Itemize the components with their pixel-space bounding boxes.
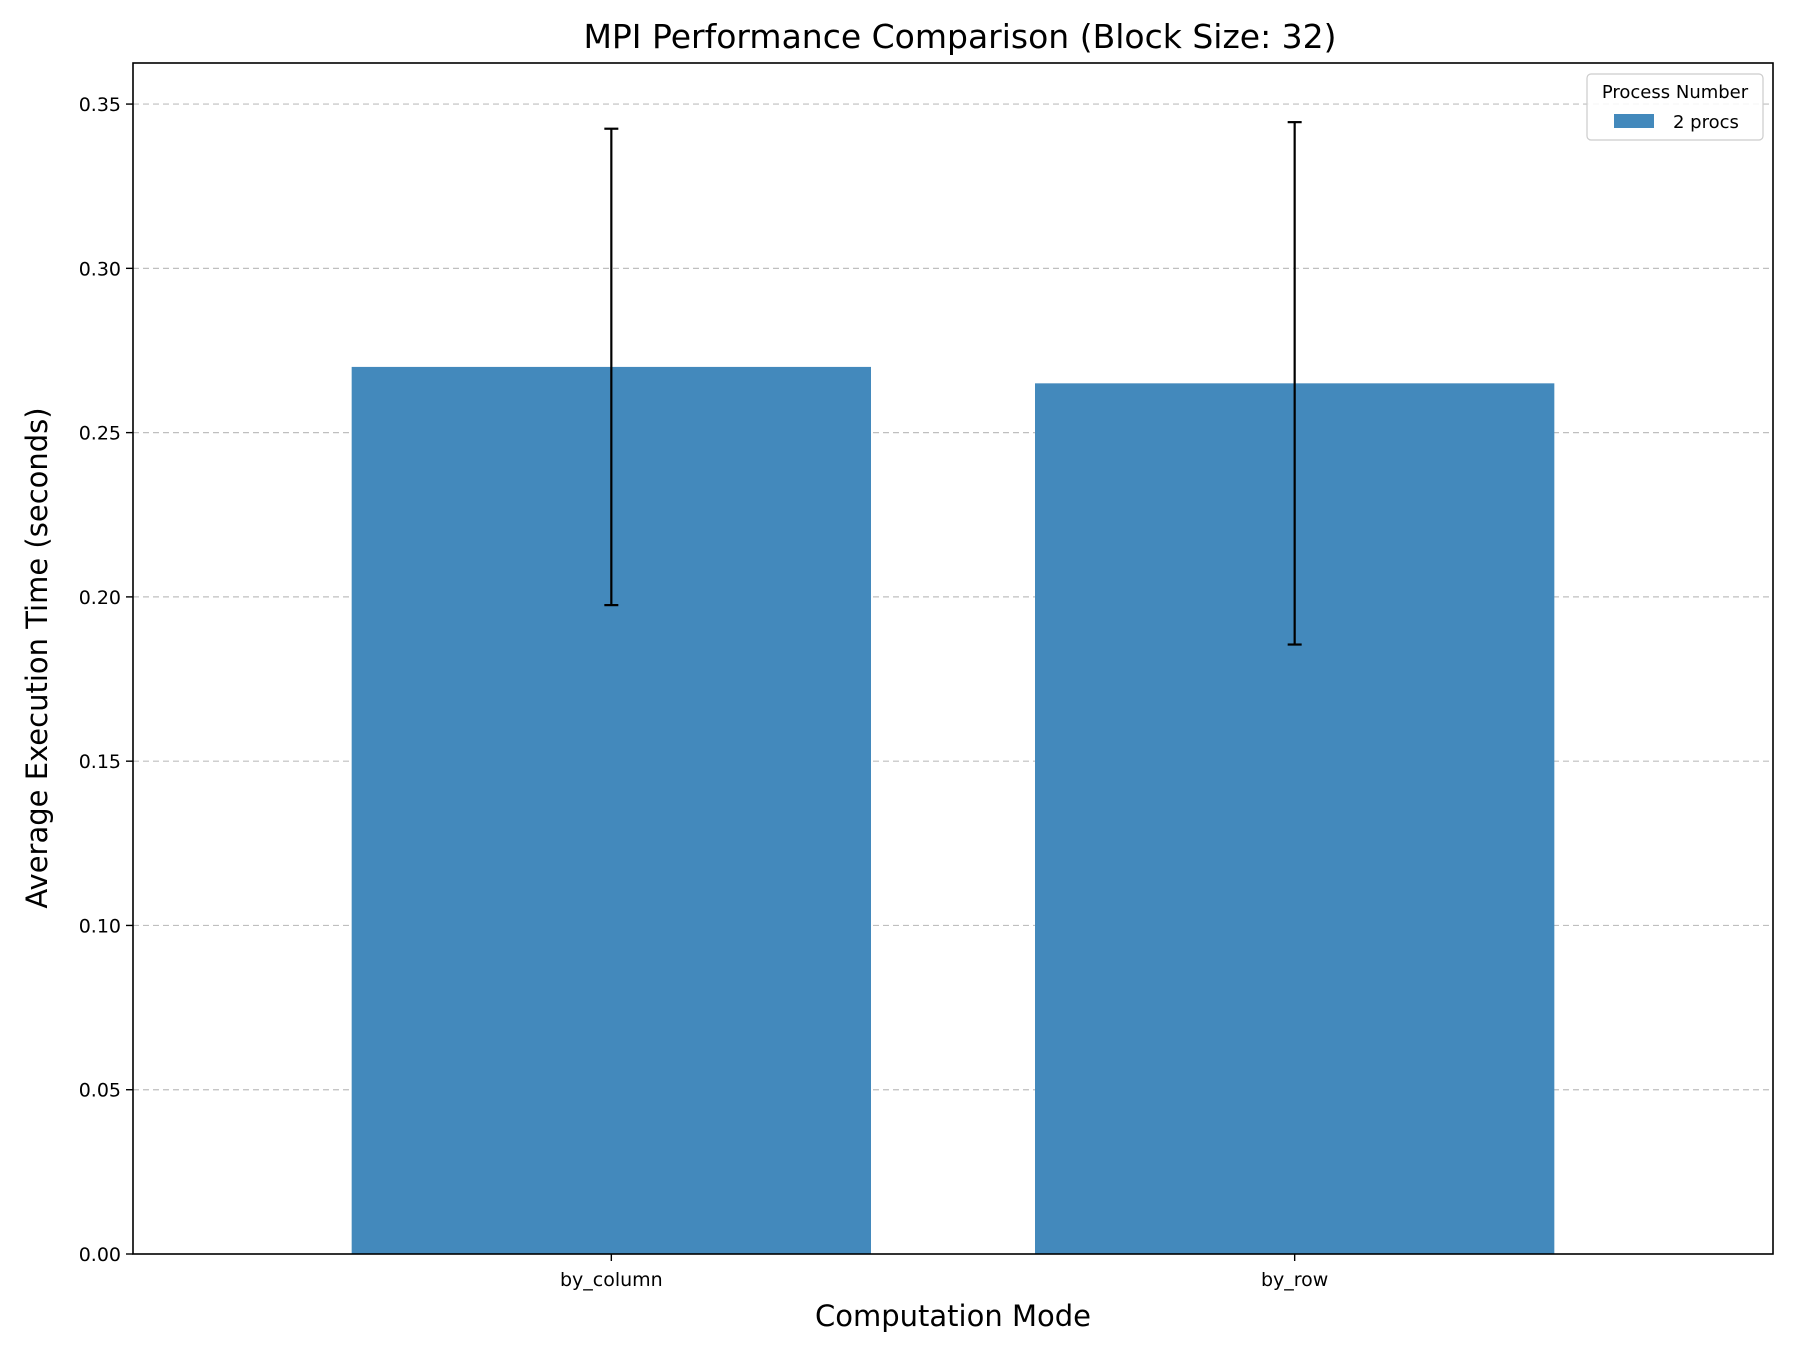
y-axis-label: Average Execution Time (seconds) [20, 407, 54, 908]
x-axis-ticks: by_column by_row [560, 1254, 1328, 1291]
legend-title: Process Number [1602, 82, 1749, 103]
bars [351, 366, 1555, 1255]
chart-title: MPI Performance Comparison (Block Size: … [583, 17, 1336, 56]
y-tick-label: 0.15 [79, 751, 121, 773]
y-tick-label: 0.25 [79, 423, 121, 445]
x-tick-label: by_column [560, 1269, 663, 1291]
y-tick-label: 0.10 [79, 915, 121, 937]
x-axis-label: Computation Mode [815, 1299, 1091, 1333]
legend-entry-label: 2 procs [1673, 112, 1739, 133]
y-tick-label: 0.20 [79, 587, 121, 609]
y-tick-label: 0.00 [79, 1244, 121, 1266]
y-tick-label: 0.05 [79, 1080, 121, 1102]
plot-area-frame [132, 62, 1774, 1255]
y-tick-label: 0.30 [79, 258, 121, 280]
y-axis-ticks: 0.00 0.05 0.10 0.15 0.20 0.25 0.30 0.35 [79, 94, 133, 1266]
x-tick-label: by_row [1261, 1269, 1328, 1291]
legend: Process Number 2 procs [1586, 73, 1764, 141]
y-tick-label: 0.35 [79, 94, 121, 116]
legend-swatch [1614, 114, 1654, 128]
error-bars [604, 121, 1302, 646]
